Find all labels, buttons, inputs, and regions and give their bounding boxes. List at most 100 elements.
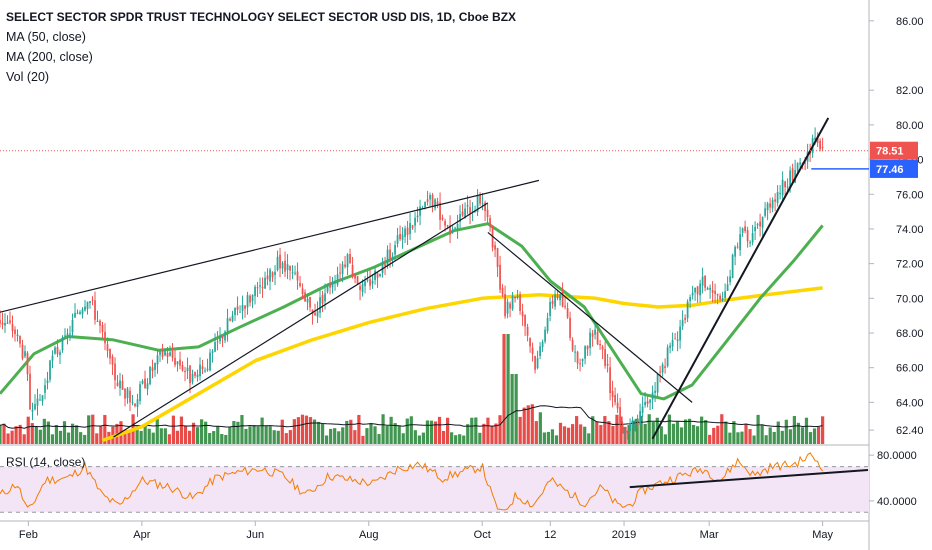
volume-bar bbox=[445, 417, 450, 444]
volume-bar bbox=[264, 426, 268, 444]
volume-bar bbox=[740, 431, 744, 444]
candle-body bbox=[24, 351, 26, 357]
candle-body bbox=[14, 329, 16, 335]
candle-body bbox=[361, 284, 364, 292]
candle-body bbox=[456, 223, 459, 230]
candle-body bbox=[331, 284, 334, 288]
candle-body bbox=[126, 388, 129, 399]
candle-body bbox=[396, 235, 399, 244]
legend-ma200[interactable]: MA (200, close) bbox=[6, 50, 93, 64]
candle-body bbox=[691, 292, 694, 296]
volume-bar bbox=[175, 430, 180, 444]
candle-body bbox=[66, 333, 69, 337]
candle-body bbox=[339, 272, 341, 274]
candle-body bbox=[586, 345, 589, 350]
volume-bar bbox=[800, 427, 805, 444]
candle-body bbox=[609, 367, 611, 393]
legend-vol[interactable]: Vol (20) bbox=[6, 70, 50, 84]
volume-ma-line bbox=[0, 405, 823, 429]
volume-bar bbox=[728, 432, 732, 444]
candle-body bbox=[366, 279, 369, 281]
candle-body bbox=[11, 324, 14, 332]
candle-body bbox=[544, 329, 546, 342]
rsi-legend[interactable]: RSI (14, close) bbox=[6, 455, 86, 469]
volume-bar bbox=[316, 421, 321, 444]
volume-bar bbox=[248, 426, 252, 444]
volume-bar bbox=[179, 416, 184, 444]
candle-body bbox=[194, 371, 196, 376]
candle-body bbox=[416, 215, 419, 218]
legend-ma50[interactable]: MA (50, close) bbox=[6, 30, 86, 44]
volume-bar bbox=[353, 430, 357, 444]
volume-bar bbox=[591, 416, 595, 444]
candle-body bbox=[191, 373, 194, 383]
time-axis-label: May bbox=[812, 529, 833, 541]
volume-bar bbox=[732, 421, 736, 444]
volume-bar bbox=[123, 429, 127, 444]
rsi-trendline bbox=[629, 469, 869, 489]
volume-bar bbox=[651, 422, 655, 444]
candle-body bbox=[249, 295, 251, 303]
candle-body bbox=[329, 284, 331, 288]
candle-body bbox=[231, 315, 234, 322]
candle-body bbox=[681, 320, 684, 327]
candle-body bbox=[804, 162, 806, 164]
candle-body bbox=[224, 331, 226, 341]
candle-body bbox=[516, 295, 519, 298]
volume-bar bbox=[736, 432, 740, 444]
volume-bar bbox=[393, 423, 397, 444]
candle-body bbox=[524, 315, 526, 327]
candle-body bbox=[581, 358, 584, 362]
candle-body bbox=[659, 371, 661, 373]
candle-body bbox=[411, 225, 414, 228]
volume-bar bbox=[534, 421, 538, 444]
candle-body bbox=[204, 370, 206, 372]
volume-bar bbox=[409, 416, 413, 444]
candle-body bbox=[764, 208, 766, 216]
candle-body bbox=[796, 163, 799, 171]
price-axis-label: 66.00 bbox=[896, 363, 924, 375]
volume-bar bbox=[821, 416, 825, 444]
candle-body bbox=[426, 199, 429, 202]
candle-body bbox=[819, 140, 821, 150]
candle-body bbox=[484, 202, 486, 212]
candle-body bbox=[244, 305, 246, 309]
candle-body bbox=[629, 423, 631, 432]
candle-body bbox=[254, 286, 256, 297]
volume-bar bbox=[103, 414, 107, 444]
volume-bar bbox=[647, 414, 651, 444]
candle-body bbox=[621, 424, 624, 434]
volume-bar bbox=[349, 419, 353, 444]
volume-bar bbox=[256, 426, 260, 444]
volume-bar bbox=[10, 430, 14, 444]
candle-body bbox=[406, 227, 409, 236]
trendline bbox=[487, 231, 693, 403]
candle-body bbox=[666, 347, 669, 367]
candle-body bbox=[26, 352, 29, 375]
candle-body bbox=[784, 181, 786, 188]
candle-body bbox=[531, 347, 534, 354]
candle-body bbox=[424, 201, 426, 208]
candle-body bbox=[211, 351, 214, 354]
volume-bar bbox=[812, 428, 817, 444]
volume-bar bbox=[494, 423, 498, 444]
candle-body bbox=[584, 346, 586, 359]
candle-body bbox=[59, 352, 61, 356]
volume-bar bbox=[546, 431, 551, 444]
candle-body bbox=[184, 370, 186, 372]
volume-bar bbox=[365, 428, 369, 444]
candle-body bbox=[209, 352, 211, 371]
candle-body bbox=[539, 346, 541, 357]
candle-body bbox=[414, 217, 416, 226]
candle-body bbox=[291, 272, 294, 274]
volume-bar bbox=[135, 426, 139, 444]
candle-body bbox=[144, 378, 146, 389]
volume-bar bbox=[413, 430, 417, 444]
candle-body bbox=[316, 311, 319, 317]
volume-bar bbox=[454, 435, 458, 444]
candle-body bbox=[151, 367, 154, 372]
price-axis: 86.0082.0080.0078.0076.0074.0072.0070.00… bbox=[869, 16, 924, 437]
candle-body bbox=[74, 312, 76, 318]
candle-body bbox=[641, 406, 644, 414]
